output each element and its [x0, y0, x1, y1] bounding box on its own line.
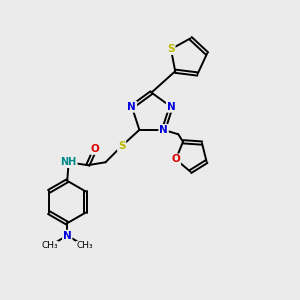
Text: N: N [167, 102, 176, 112]
Text: S: S [118, 141, 125, 151]
Text: CH₃: CH₃ [41, 242, 58, 250]
Text: N: N [159, 125, 168, 135]
Text: O: O [91, 144, 100, 154]
Text: NH: NH [61, 157, 77, 167]
Text: N: N [63, 231, 72, 241]
Text: N: N [128, 102, 136, 112]
Text: S: S [167, 44, 175, 54]
Text: CH₃: CH₃ [76, 242, 93, 250]
Text: O: O [172, 154, 180, 164]
